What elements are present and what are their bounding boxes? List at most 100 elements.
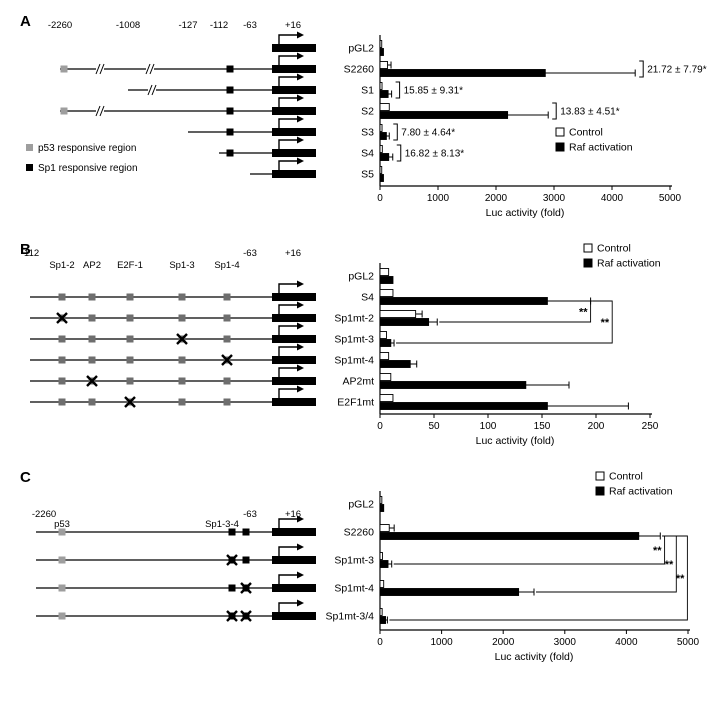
legend-swatch [583,243,593,253]
responsive-element-box [242,556,250,564]
tss-arrowhead [297,115,304,123]
category-label: S4 [361,148,374,160]
coordinate-label: -2260 [32,509,56,520]
annotation-bracket [395,81,401,99]
mutation-x-icon [176,333,188,345]
construct-row [60,52,316,75]
category-label: pGL2 [348,43,374,55]
x-tick-label: 4000 [615,637,638,648]
significance-line [396,300,613,344]
responsive-element-box [226,128,234,136]
break-slash-icon [95,105,101,117]
luciferase-bar [272,528,316,536]
responsive-element-box [223,335,231,343]
responsive-element-box [88,398,96,406]
responsive-element-box [58,584,66,592]
coordinate-label: -127 [178,20,197,31]
fold-annotation: 13.83 ± 4.51* [560,107,620,118]
significance-stars: ** [579,307,588,319]
site-label: AP2 [83,260,101,271]
responsive-element-box [126,314,134,322]
x-tick-label: 1000 [430,637,453,648]
tss-arrow [278,602,297,612]
construct-row [250,157,316,178]
break-slash-icon [149,63,155,75]
panel-A: A -2260 -1008 -127 -112 -63 +16 p53 responsive … [0,8,728,222]
construct-diagram: -2260 -63 +16 p53 Sp1-3-4 [32,509,316,622]
legend-swatch [583,258,593,268]
responsive-element-box [126,377,134,385]
coordinate-label: +16 [285,20,301,31]
coordinate-label: -63 [243,509,257,520]
bar [379,310,417,318]
bar [379,504,385,512]
mutation-x-icon [56,312,68,324]
site-label: Sp1-3-4 [205,519,239,530]
x-tick-label: 150 [534,421,551,432]
break-slash-icon [147,84,153,96]
category-label: S1 [361,85,374,97]
panel-B: B -112 -63 +16 Sp1-2 AP2 E2F-1 Sp1-3 Sp1-4 0 50 100… [0,236,728,450]
category-label: Sp1mt-3 [334,334,374,346]
coordinate-label: -112 [210,20,228,31]
responsive-element-box [58,612,66,620]
legend-label: Control [597,243,631,255]
x-tick-label: 50 [428,421,440,432]
panel-label: A [20,13,31,30]
bar [379,560,389,568]
bar [379,90,389,98]
category-label: pGL2 [348,499,374,511]
break-slash-icon [99,63,105,75]
tss-arrow [278,76,297,86]
category-label: Sp1mt-3/4 [326,611,375,623]
fold-annotation: 16.82 ± 8.13* [405,149,465,160]
bar [379,153,390,161]
tss-arrowhead [297,543,304,551]
luciferase-bar [272,556,316,564]
tss-arrowhead [297,322,304,330]
responsive-element-box [178,377,186,385]
luciferase-bar [272,44,316,52]
construct-row [188,115,316,136]
responsive-element-box [226,149,234,157]
legend-label: Control [569,127,603,139]
responsive-element-box [88,293,96,301]
bar [379,166,383,174]
significance-line [393,535,666,565]
responsive-element-box [58,335,66,343]
x-axis-title: Luc activity (fold) [495,651,574,663]
annotation-bracket [393,123,398,141]
tss-arrow [278,388,297,398]
tss-arrowhead [297,301,304,309]
tss-arrow [278,346,297,356]
legend-swatch [595,486,605,496]
responsive-element-box [178,293,186,301]
bar [379,174,384,182]
line-break-gap [146,64,154,74]
construct-row [30,301,316,324]
x-tick-label: 200 [588,421,605,432]
x-tick-label: 0 [377,637,383,648]
mutation-x-icon [240,582,252,594]
responsive-element-box [178,314,186,322]
x-tick-label: 4000 [601,193,624,204]
bar [379,373,392,381]
mutation-x-icon [226,610,238,622]
legend-swatch [555,142,565,152]
mutation-x-icon [226,554,238,566]
tss-arrowhead [297,343,304,351]
mutation-x-icon [221,354,233,366]
x-axis-title: Luc activity (fold) [486,207,565,219]
coordinate-label: +16 [285,509,301,520]
responsive-element-box [228,528,236,536]
construct-diagram: -2260 -1008 -127 -112 -63 +16 p53 responsive r… [26,20,316,178]
tss-arrow [278,304,297,314]
site-label: p53 [54,519,70,530]
bar [379,588,520,596]
coordinate-label: -1008 [116,20,140,31]
tss-arrowhead [297,515,304,523]
significance-stars: ** [665,559,674,571]
category-label: S4 [361,292,374,304]
fold-annotation: 7.80 ± 4.64* [401,128,455,139]
annotation-bracket [639,60,644,78]
